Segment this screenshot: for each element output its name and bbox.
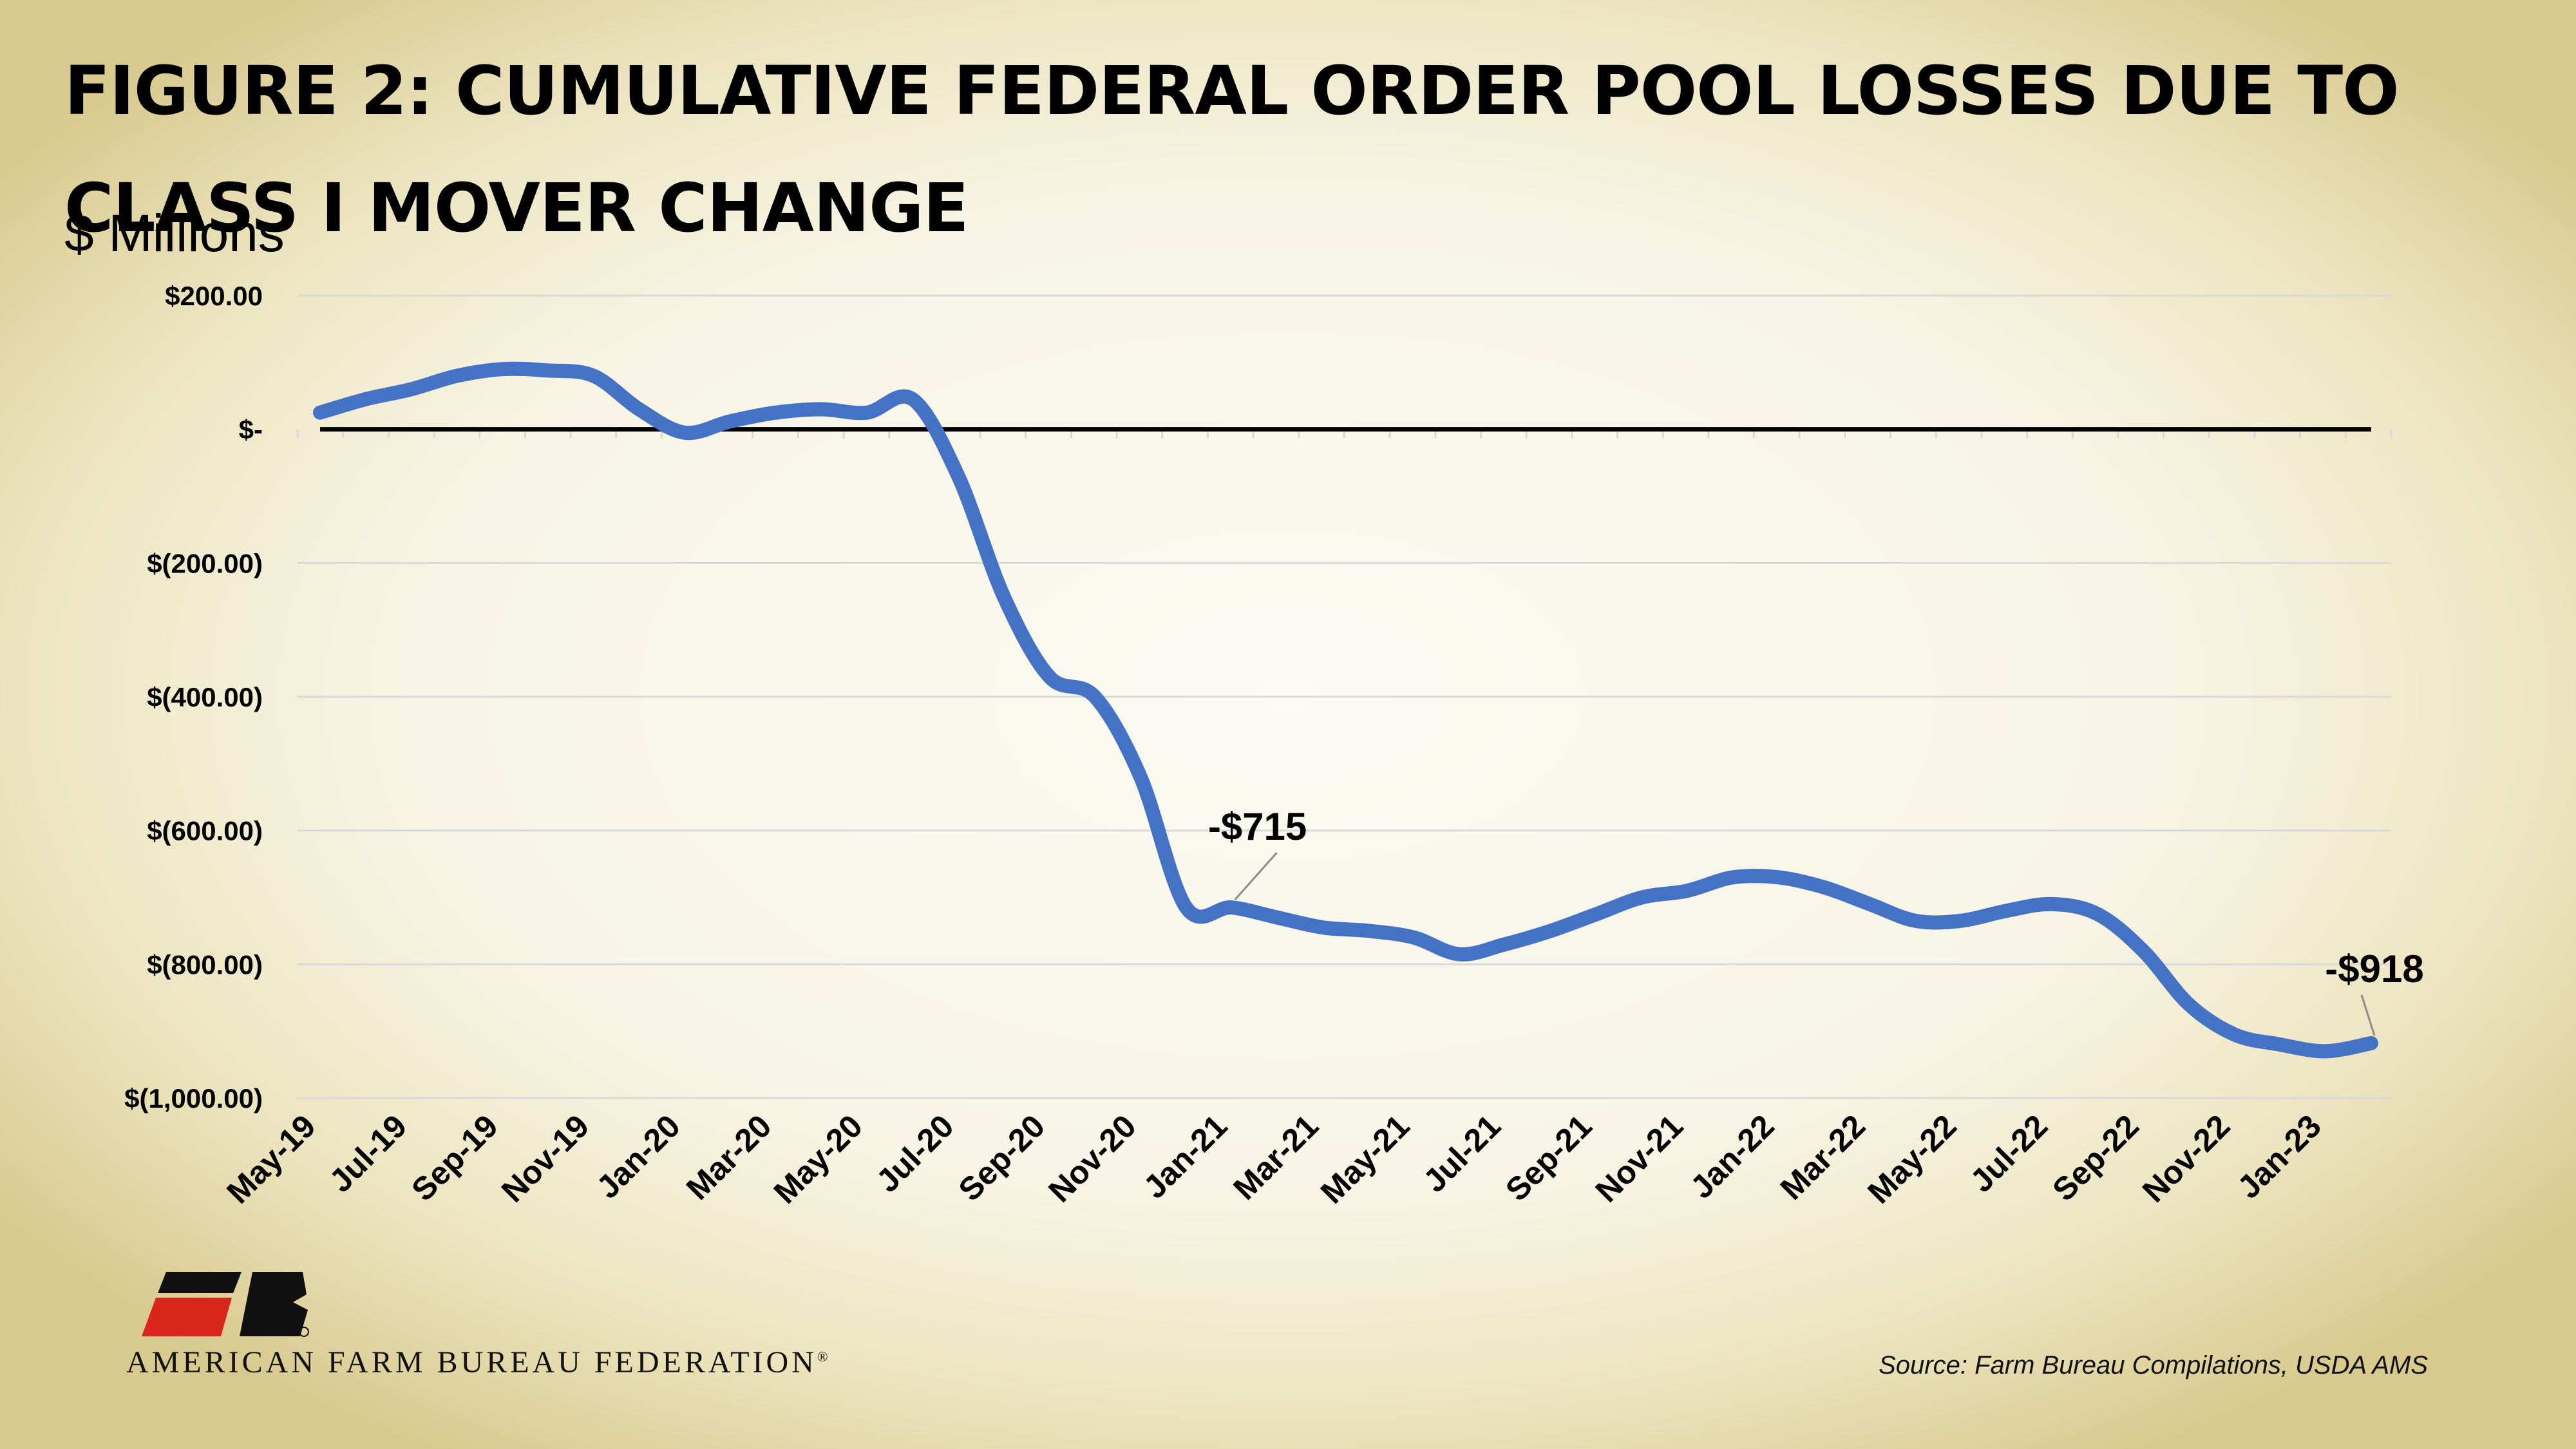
x-tick-label: Sep-19 [404,1108,505,1208]
y-tick-label: $(200.00) [147,548,263,578]
x-tick-label: Jan-23 [2230,1108,2328,1206]
x-tick-label: Mar-21 [1226,1108,1325,1207]
y-axis-units: $ Millions [64,204,285,263]
org-name: AMERICAN FARM BUREAU FEDERATION® [126,1345,828,1380]
x-tick-label: May-22 [1861,1108,1963,1210]
x-tick-label: Sep-20 [952,1108,1052,1208]
x-tick-label: May-20 [767,1108,869,1210]
annotation-label: -$918 [2325,947,2423,990]
x-tick-label: Sep-22 [2045,1108,2146,1208]
x-tick-label: Jan-20 [589,1108,687,1206]
x-tick-label: Nov-19 [495,1108,596,1209]
y-tick-label: $(800.00) [147,949,263,980]
x-tick-label: Nov-21 [1589,1108,1690,1209]
x-tick-label: Jul-20 [869,1108,961,1199]
y-tick-label: $(600.00) [147,816,263,846]
x-tick-label: Nov-20 [1041,1108,1142,1209]
x-tick-label: Jan-21 [1137,1108,1235,1206]
x-tick-label: Jul-22 [1964,1108,2055,1199]
x-tick-label: Sep-21 [1499,1108,1599,1208]
registered-mark: ® [817,1349,828,1365]
y-tick-label: $(1,000.00) [124,1083,263,1113]
annotations: -$715 -$918 [1208,805,2424,1036]
chart-title: Figure 2: Cumulative Federal Order Pool … [64,52,2400,247]
y-axis-ticks: $200.00 $- $(200.00) $(400.00) $(600.00) $(80… [124,281,263,1113]
org-name-text: AMERICAN FARM BUREAU FEDERATION [126,1345,817,1379]
x-tick-label: Jul-21 [1416,1108,1508,1199]
x-tick-label: Jul-19 [323,1108,414,1199]
x-tick-label: Mar-20 [679,1108,779,1207]
annotation-label: -$715 [1208,805,1307,848]
logo-b-shape [240,1272,308,1336]
x-tick-label: Jan-22 [1683,1108,1781,1206]
x-tick-label: May-19 [220,1108,322,1210]
x-tick-label: Mar-22 [1774,1108,1873,1207]
y-tick-label: $200.00 [165,281,263,311]
logo-black-bar-top [158,1272,242,1293]
x-tick-label: May-21 [1314,1108,1416,1210]
y-tick-label: $- [239,415,263,445]
annotation-leader [2360,994,2376,1036]
logo-red-f-stem [142,1298,232,1336]
grid-lines [296,294,2392,1099]
source-note: Source: Farm Bureau Compilations, USDA A… [1879,1351,2428,1379]
registered-icon [299,1327,309,1337]
series-line [313,361,2378,1059]
afbf-fb-logo [142,1272,309,1337]
x-tick-label: Nov-22 [2136,1108,2237,1209]
y-tick-label: $(400.00) [147,682,263,712]
x-axis-ticks: May-19 Jul-19Sep-19Nov-19Jan-20Mar-20May-… [220,1108,2328,1210]
annotation-leader [1234,852,1278,901]
